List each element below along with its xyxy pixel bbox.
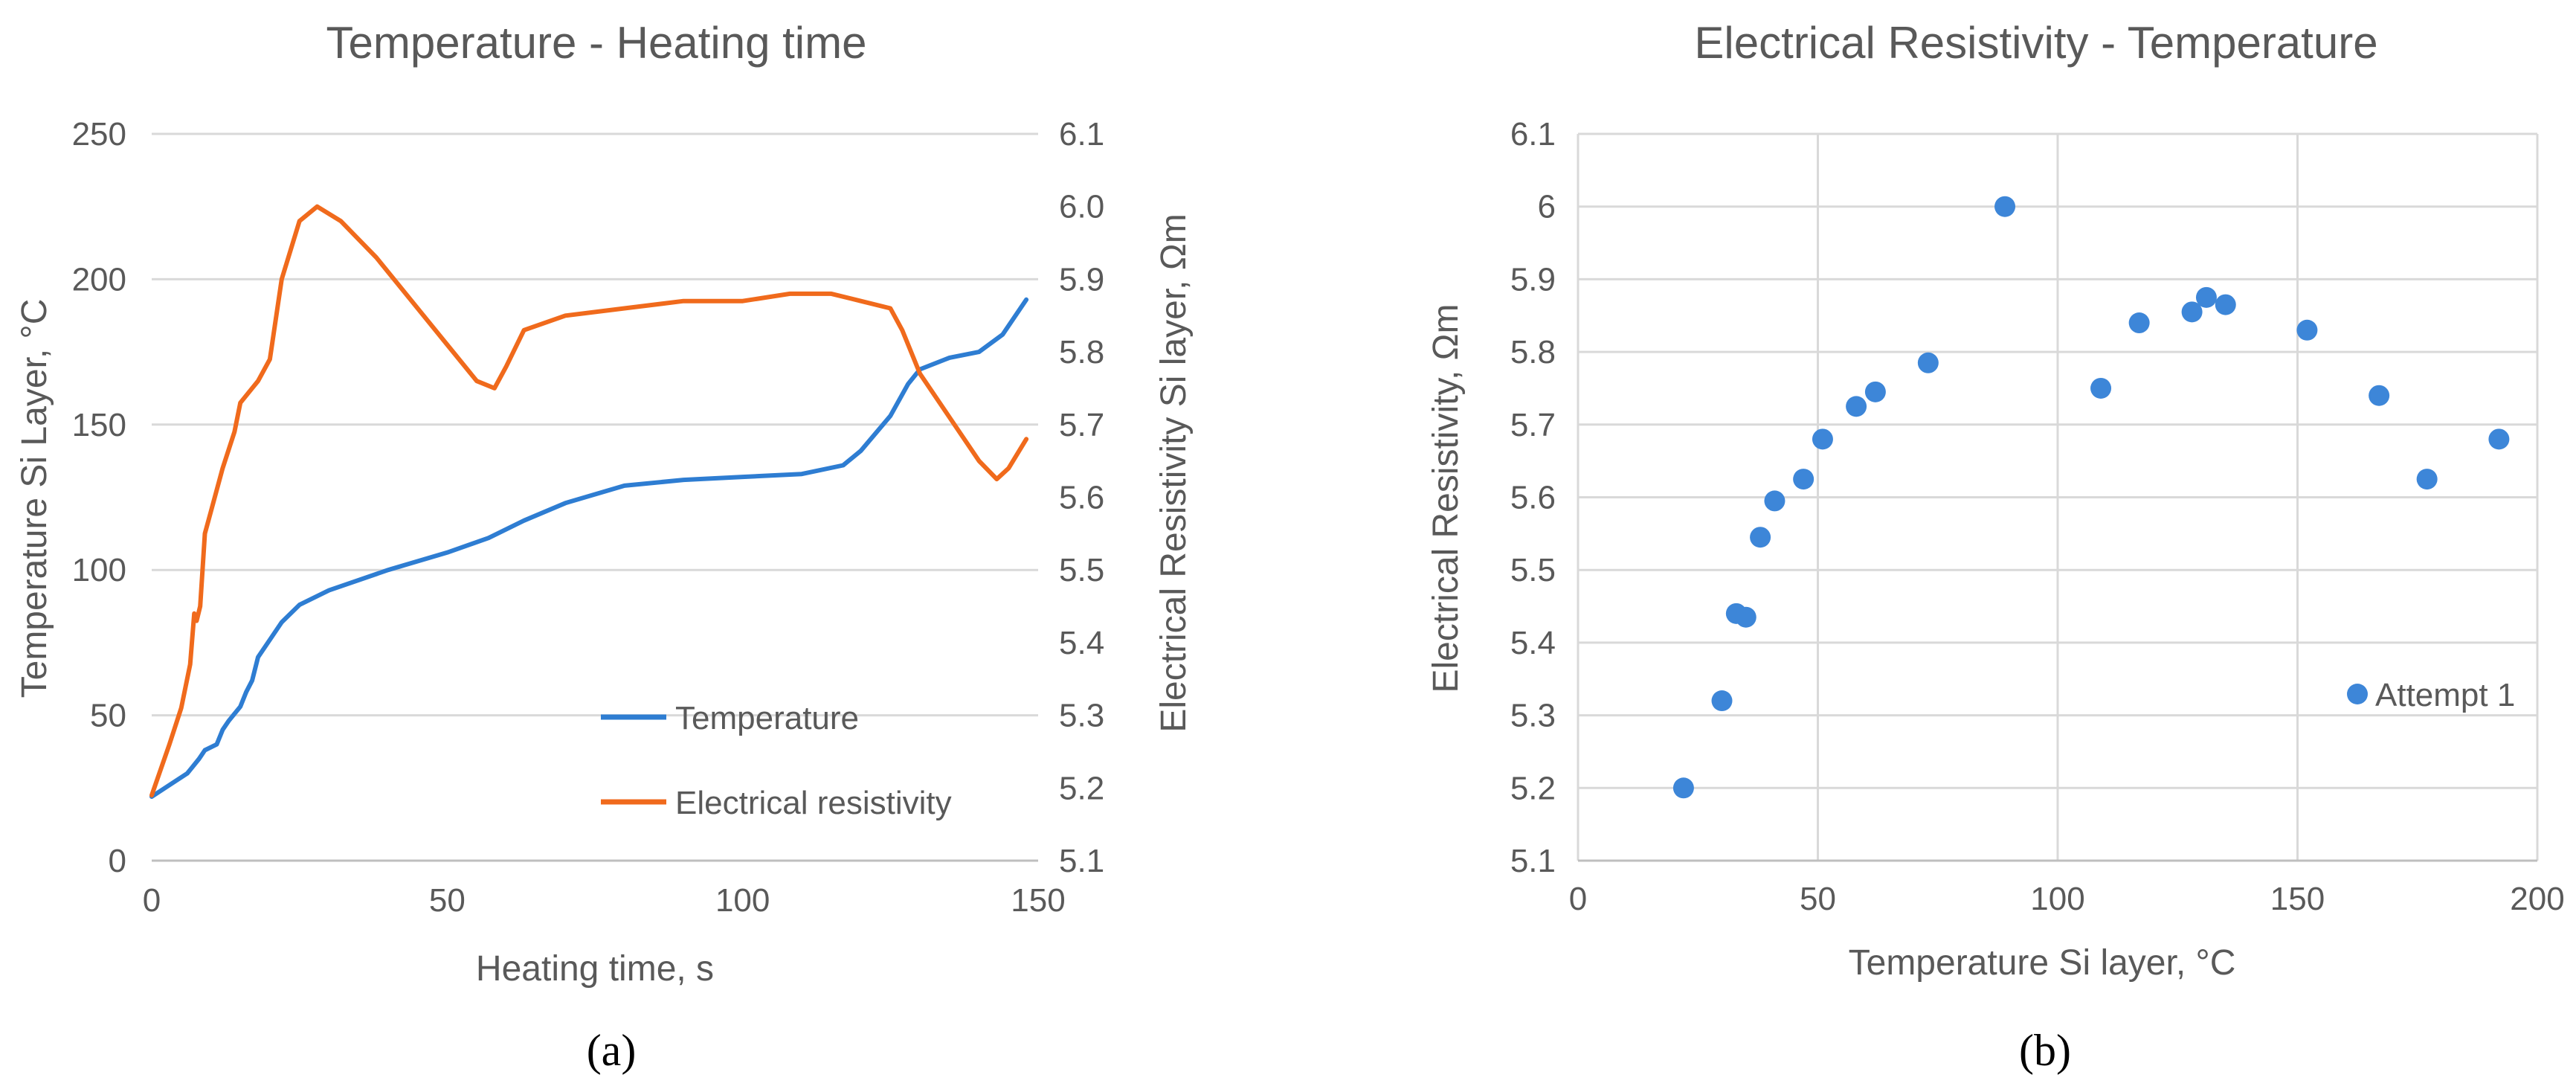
data-point [1750, 527, 1771, 548]
chart-a: Temperature - Heating time 0 50 100 150 0 50… [15, 18, 1194, 989]
chart-b-y-tick-labels: 5.1 5.2 5.3 5.4 5.5 5.6 5.7 5.8 5.9 6 6.1 [1510, 116, 1556, 879]
data-point [2296, 319, 2318, 341]
chart-a-y2-tick: 5.9 [1059, 261, 1104, 298]
chart-b-y-tick: 5.1 [1510, 843, 1556, 879]
chart-a-y2-tick: 5.2 [1059, 770, 1104, 806]
chart-a-y2-tick: 5.6 [1059, 480, 1104, 516]
data-point [1735, 606, 1756, 628]
data-point [2416, 469, 2438, 490]
data-point [2215, 294, 2236, 315]
chart-b-title: Electrical Resistivity - Temperature [1694, 18, 2377, 68]
chart-a-gridlines [152, 132, 1038, 717]
chart-a-y2-tick: 5.8 [1059, 334, 1104, 370]
chart-b-y-tick: 5.2 [1510, 770, 1556, 806]
chart-a-y2-tick-labels: 5.1 5.2 5.3 5.4 5.5 5.6 5.7 5.8 5.9 6.0 6.1 [1059, 116, 1104, 879]
data-point [1764, 490, 1786, 512]
chart-b-x-tick: 100 [2030, 881, 2084, 917]
data-point [2090, 377, 2112, 399]
chart-b-y-tick: 5.5 [1510, 552, 1556, 588]
chart-b-y-tick: 5.4 [1510, 625, 1556, 661]
data-point [1917, 352, 1939, 373]
chart-b-x-tick-labels: 0 50 100 150 200 [1569, 881, 2565, 917]
chart-a-y2-tick: 5.3 [1059, 698, 1104, 734]
chart-a-y-tick: 150 [72, 407, 126, 443]
data-point [1864, 381, 1886, 402]
chart-a-y2-axis-label: Electrical Resistivity Si layer, Ωm [1154, 213, 1194, 732]
chart-b-x-axis-label: Temperature Si layer, °C [1849, 943, 2236, 983]
chart-a-y2-tick: 5.5 [1059, 552, 1104, 588]
data-point [2369, 385, 2390, 406]
chart-b: Electrical Resistivity - Temperature 0 50… [1426, 18, 2565, 983]
temperature-series-line [149, 297, 1029, 799]
data-point [1711, 690, 1733, 712]
chart-b-y-tick: 5.3 [1510, 698, 1556, 734]
chart-a-y2-tick: 5.4 [1059, 625, 1104, 661]
chart-a-y2-tick: 6.1 [1059, 116, 1104, 152]
chart-a-y-tick: 100 [72, 552, 126, 588]
chart-b-y-tick: 6.1 [1510, 116, 1556, 152]
panel-label-b: (b) [2019, 1026, 2071, 1075]
chart-a-y-axis-label: Temperature Si Layer, °C [15, 299, 54, 698]
chart-b-series [1672, 196, 2510, 799]
chart-b-gridlines [1577, 132, 2539, 861]
chart-a-y-tick: 50 [90, 698, 126, 734]
data-point [1846, 396, 1867, 417]
data-point [2181, 301, 2203, 323]
chart-a-y-tick: 0 [109, 843, 126, 879]
chart-a-x-tick: 100 [715, 882, 770, 919]
data-point [2488, 428, 2510, 450]
chart-a-y2-tick: 5.1 [1059, 843, 1104, 879]
chart-a-x-tick: 0 [143, 882, 161, 919]
chart-b-x-tick: 150 [2270, 881, 2325, 917]
data-point [1812, 428, 1833, 450]
data-point [1793, 469, 1815, 490]
chart-b-y-axis-label: Electrical Resistivity, Ωm [1426, 303, 1466, 693]
chart-b-x-tick: 0 [1569, 881, 1587, 917]
chart-b-legend: Attempt 1 [2347, 677, 2515, 713]
chart-a-y-tick-labels: 0 50 100 150 200 250 [72, 116, 126, 879]
legend-attempt-1-marker [2347, 684, 2368, 704]
chart-a-y-tick: 250 [72, 116, 126, 152]
chart-a-x-axis-label: Heating time, s [476, 949, 714, 989]
chart-a-title: Temperature - Heating time [326, 18, 867, 68]
chart-a-y2-tick: 6.0 [1059, 189, 1104, 225]
chart-b-x-tick: 50 [1800, 881, 1836, 917]
chart-a-x-tick: 150 [1011, 882, 1065, 919]
chart-a-legend: Temperature Electrical resistivity [601, 700, 952, 821]
legend-temperature-label: Temperature [675, 700, 859, 736]
chart-a-y2-tick: 5.7 [1059, 407, 1104, 443]
chart-b-y-tick: 5.7 [1510, 407, 1556, 443]
legend-resistivity-label: Electrical resistivity [675, 785, 952, 821]
chart-a-x-tick-labels: 0 50 100 150 [143, 882, 1066, 919]
panel-label-a: (a) [587, 1026, 637, 1075]
data-point [2128, 312, 2150, 334]
chart-a-x-tick: 50 [429, 882, 466, 919]
resistivity-series-line [149, 204, 1029, 798]
chart-b-y-tick: 5.9 [1510, 261, 1556, 298]
data-point [1672, 777, 1694, 799]
chart-b-y-tick: 6 [1538, 189, 1556, 225]
chart-a-series [149, 204, 1029, 799]
data-point [2195, 286, 2217, 308]
chart-b-x-tick: 200 [2510, 881, 2564, 917]
data-point [1994, 196, 2016, 217]
chart-b-y-tick: 5.8 [1510, 334, 1556, 370]
chart-a-y-tick: 200 [72, 261, 126, 298]
legend-attempt-1-label: Attempt 1 [2375, 677, 2515, 713]
chart-b-y-tick: 5.6 [1510, 480, 1556, 516]
